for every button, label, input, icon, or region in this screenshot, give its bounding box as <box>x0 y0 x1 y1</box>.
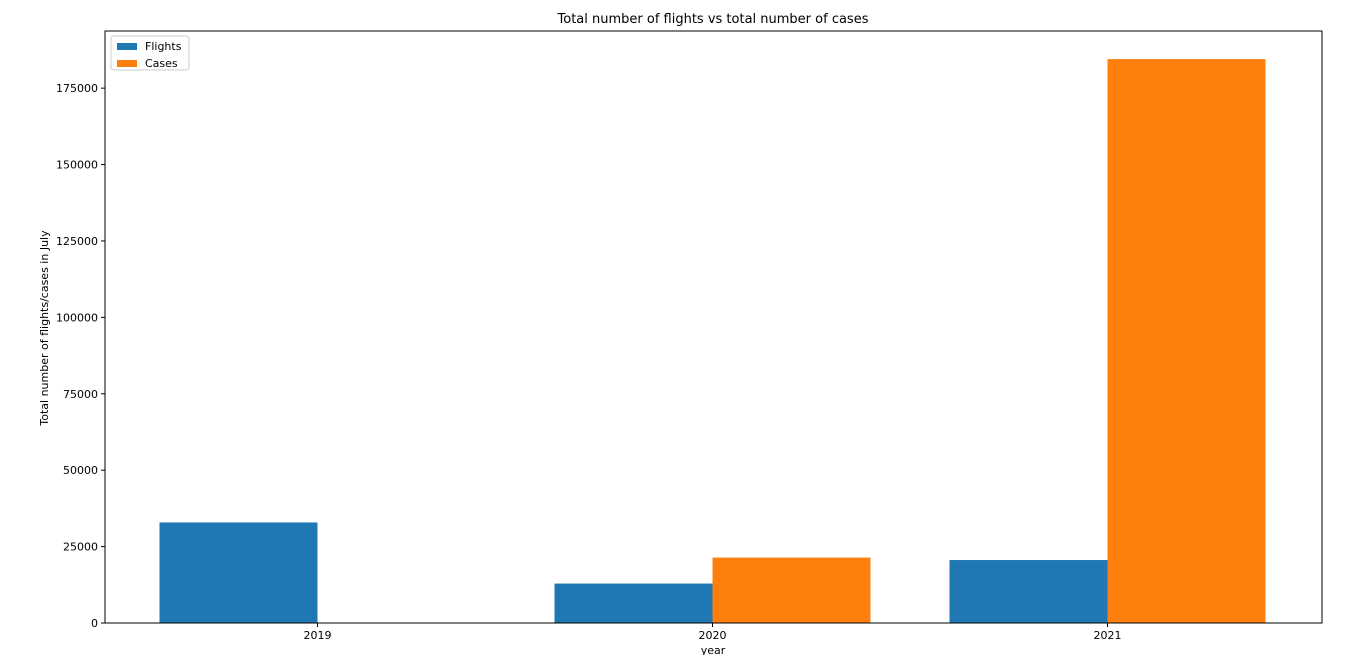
y-tick-label: 100000 <box>56 311 98 324</box>
x-axis-label: year <box>701 644 726 655</box>
x-tick-label: 2020 <box>699 629 727 642</box>
y-tick-label: 50000 <box>63 464 98 477</box>
bar-cases-2020 <box>712 557 871 623</box>
legend-label-flights: Flights <box>145 40 182 53</box>
y-tick-label: 125000 <box>56 235 98 248</box>
y-tick-label: 25000 <box>63 541 98 554</box>
y-axis: 0 25000 50000 75000 100000 125000 150000 175000 <box>56 82 105 630</box>
chart-title: Total number of flights vs total number … <box>557 12 869 27</box>
y-tick-label: 0 <box>91 617 98 630</box>
y-tick-label: 75000 <box>63 388 98 401</box>
legend-swatch-flights <box>117 43 137 50</box>
bars <box>159 59 1266 624</box>
x-tick-label: 2021 <box>1094 629 1122 642</box>
y-tick-label: 150000 <box>56 159 98 172</box>
plot-frame <box>104 30 1323 624</box>
y-axis-label: Total number of flights/cases in July <box>38 230 51 427</box>
bar-cases-2021 <box>1107 59 1266 624</box>
y-tick-label: 175000 <box>56 82 98 95</box>
legend-label-cases: Cases <box>145 57 178 70</box>
x-axis: 2019 2020 2021 <box>304 623 1122 642</box>
x-tick-label: 2019 <box>304 629 332 642</box>
bar-flights-2021 <box>949 560 1108 623</box>
legend-swatch-cases <box>117 60 137 67</box>
bar-flights-2020 <box>554 583 713 623</box>
bar-flights-2019 <box>159 522 318 623</box>
legend: Flights Cases <box>110 35 190 71</box>
